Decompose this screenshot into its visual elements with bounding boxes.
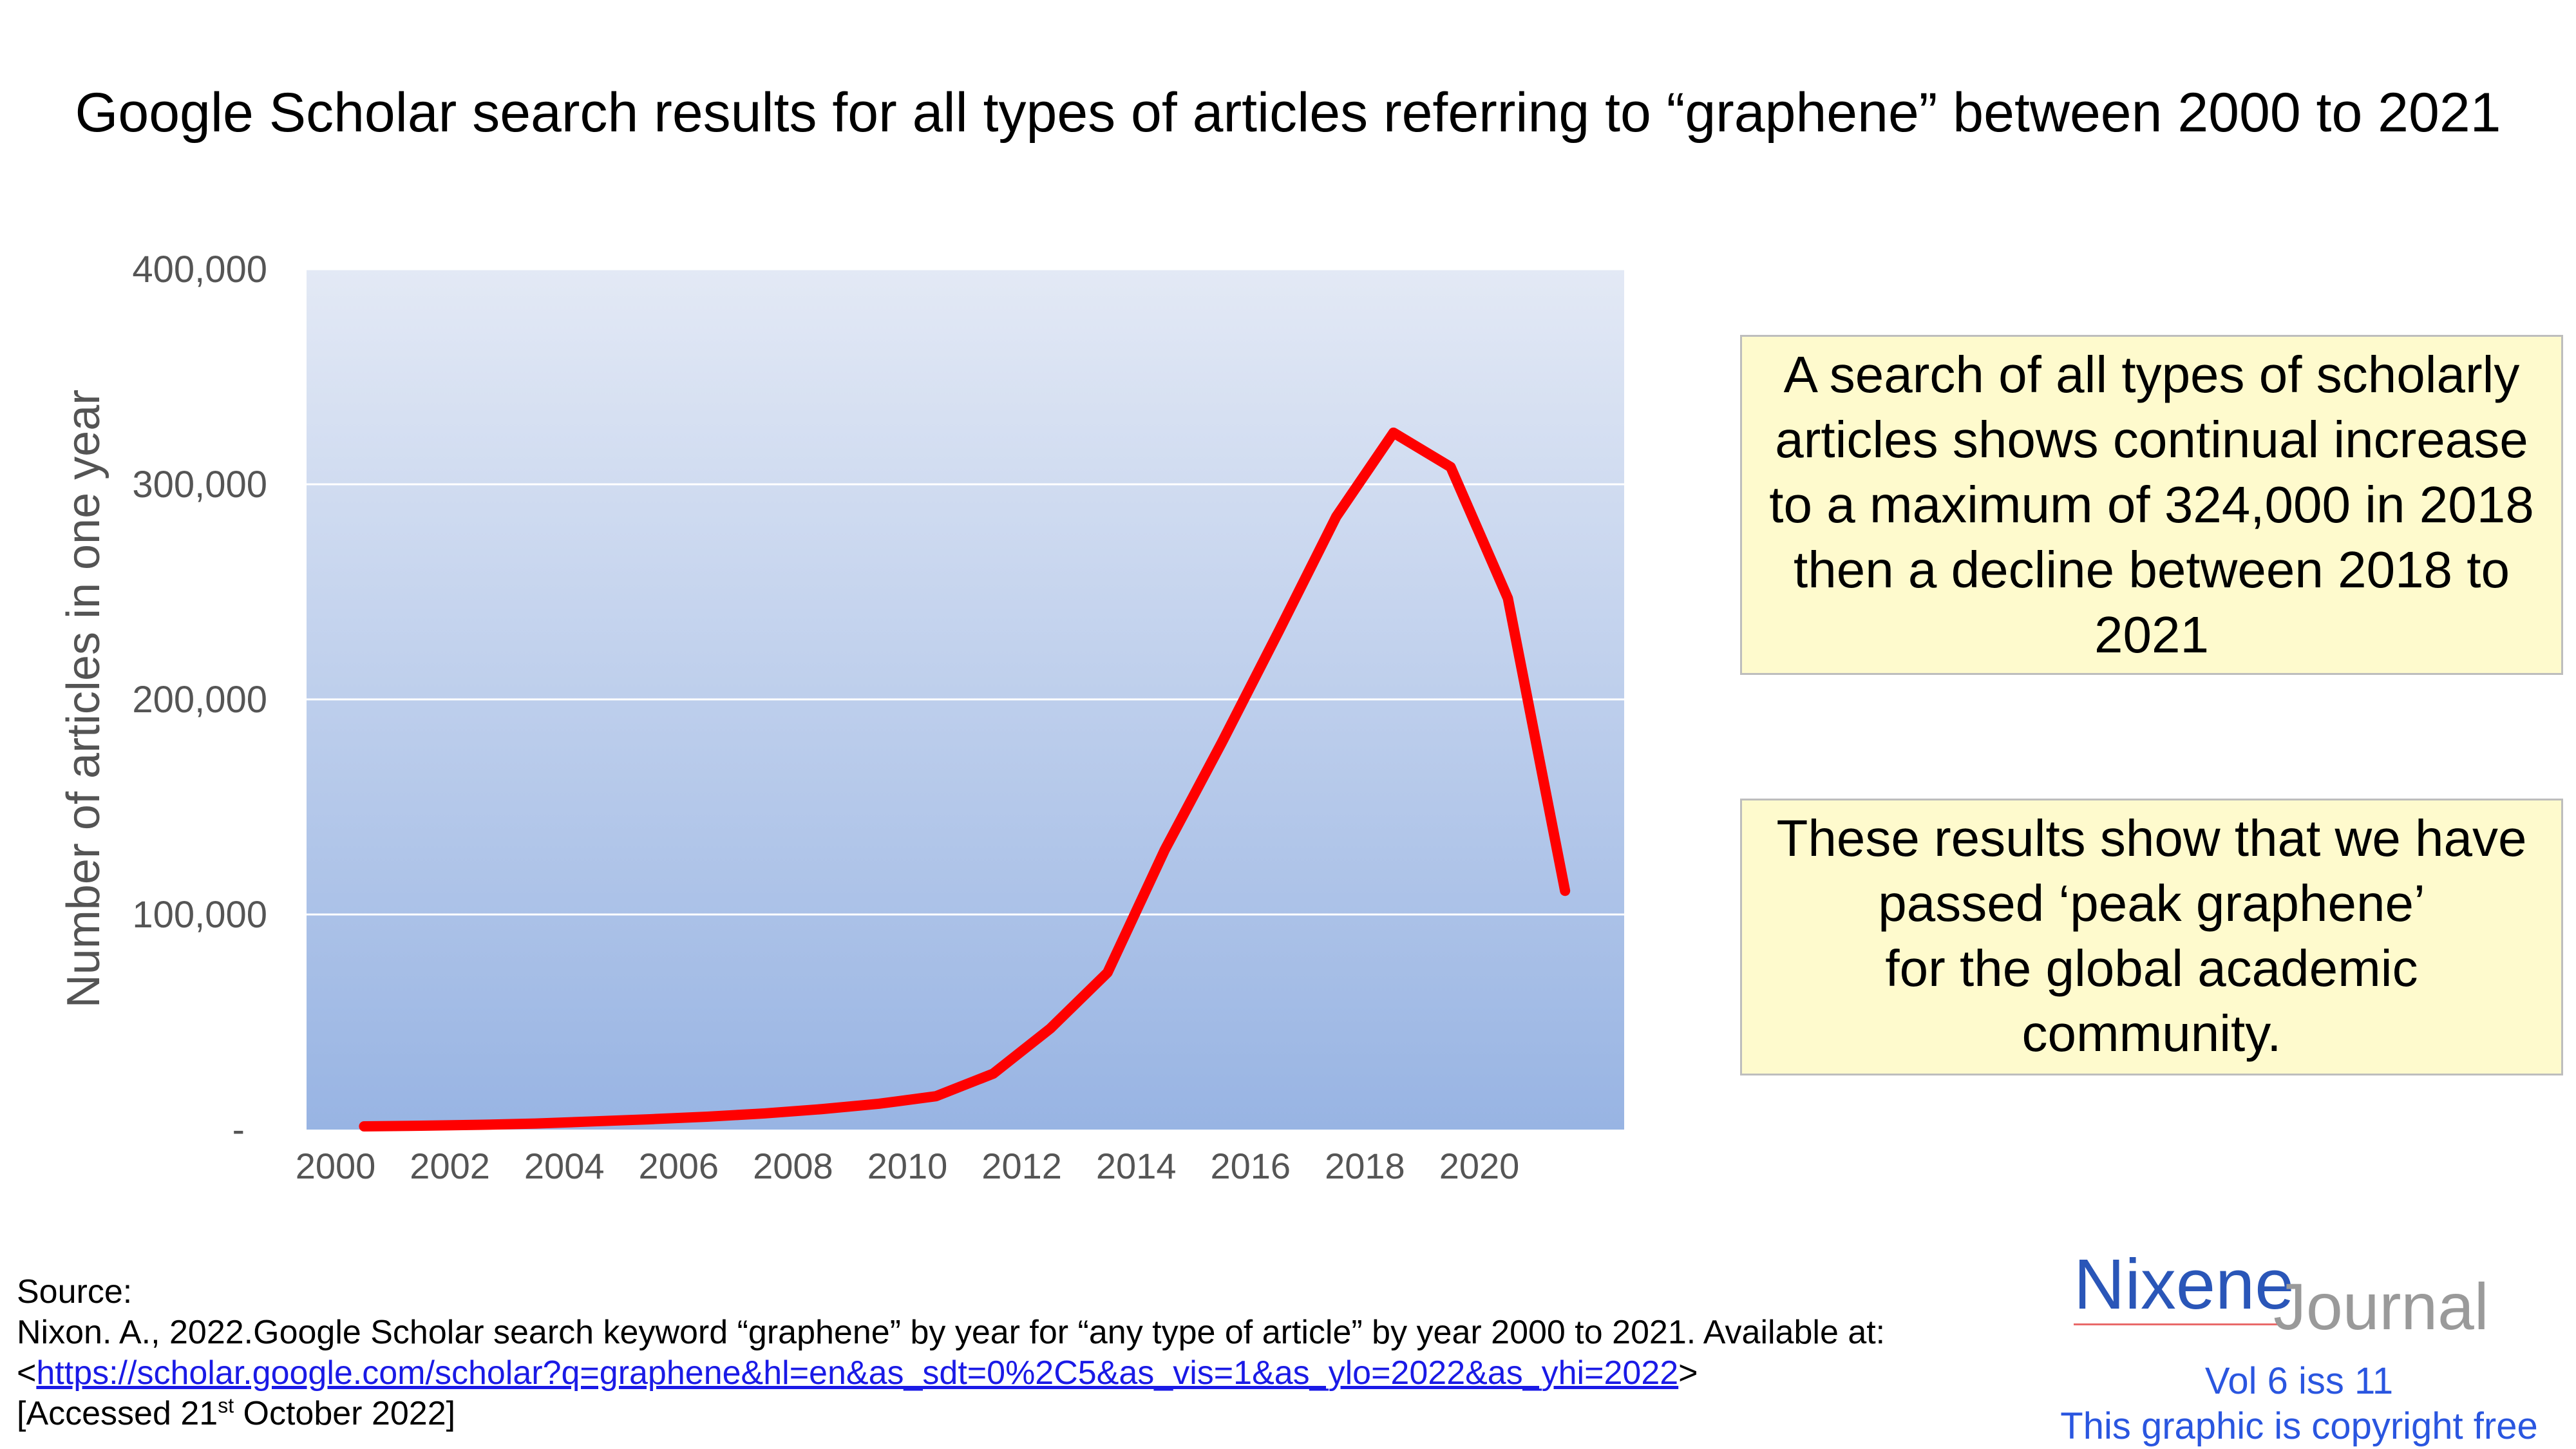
x-tick-label: 2012 <box>981 1146 1062 1186</box>
x-tick-label: 2020 <box>1439 1146 1520 1186</box>
volume-issue: Vol 6 iss 11 <box>2204 1360 2394 1402</box>
x-tick-label: 2006 <box>639 1146 719 1186</box>
accessed-text: [Accessed 21 <box>17 1395 218 1432</box>
source-block: Source: Nixon. A., 2022.Google Scholar s… <box>17 1272 1885 1434</box>
link-close: > <box>1678 1354 1698 1392</box>
y-tick-label: - <box>232 1109 245 1151</box>
conclusion-line: These results show that we have <box>1776 810 2527 867</box>
logo-underline <box>2074 1323 2281 1325</box>
journal-logo: Nixene Journal <box>2061 1245 2563 1343</box>
y-axis-label: Number of articles in one year <box>58 389 109 1009</box>
x-tick-label: 2004 <box>524 1146 605 1186</box>
x-tick-label: 2014 <box>1096 1146 1177 1186</box>
summary-line: A search of all types of scholarly <box>1783 346 2520 403</box>
source-accessed: [Accessed 21st October 2022] <box>17 1394 1885 1434</box>
conclusion-line: community. <box>2022 1005 2282 1062</box>
accessed-text-end: October 2022] <box>234 1395 456 1432</box>
accessed-superscript: st <box>218 1394 234 1417</box>
summary-line: to a maximum of 324,000 in 2018 <box>1769 476 2534 533</box>
logo-journal: Journal <box>2273 1270 2489 1343</box>
x-tick-label: 2018 <box>1325 1146 1405 1186</box>
y-tick-label: 300,000 <box>132 464 267 506</box>
x-tick-label: 2016 <box>1211 1146 1291 1186</box>
source-link[interactable]: https://scholar.google.com/scholar?q=gra… <box>36 1354 1679 1392</box>
source-heading: Source: <box>17 1273 133 1311</box>
y-tick-label: 100,000 <box>132 894 267 936</box>
x-tick-label: 2010 <box>867 1146 948 1186</box>
x-tick-label: 2000 <box>296 1146 376 1186</box>
series-line <box>359 427 1571 1132</box>
summary-line: articles shows continual increase <box>1775 411 2528 468</box>
x-tick-label: 2002 <box>410 1146 490 1186</box>
y-tick-label: 200,000 <box>132 679 267 721</box>
copyright-note: This graphic is copyright free <box>2060 1405 2538 1447</box>
source-link-line: <https://scholar.google.com/scholar?q=gr… <box>17 1353 1885 1394</box>
y-tick-label: 400,000 <box>132 249 267 290</box>
summary-line: then a decline between 2018 to <box>1794 541 2510 598</box>
chart-title: Google Scholar search results for all ty… <box>75 82 2501 144</box>
conclusion-line: passed ‘peak graphene’ <box>1878 875 2425 932</box>
summary-line: 2021 <box>2094 606 2209 663</box>
conclusion-line: for the global academic <box>1885 940 2418 997</box>
x-tick-label: 2008 <box>753 1146 833 1186</box>
link-open: < <box>17 1354 37 1392</box>
logo-nixene: Nixene <box>2074 1245 2295 1324</box>
conclusion-box: These results show that we have passed ‘… <box>1740 799 2563 1075</box>
source-citation: Nixon. A., 2022.Google Scholar search ke… <box>17 1314 1886 1351</box>
summary-box: A search of all types of scholarly artic… <box>1740 335 2563 675</box>
